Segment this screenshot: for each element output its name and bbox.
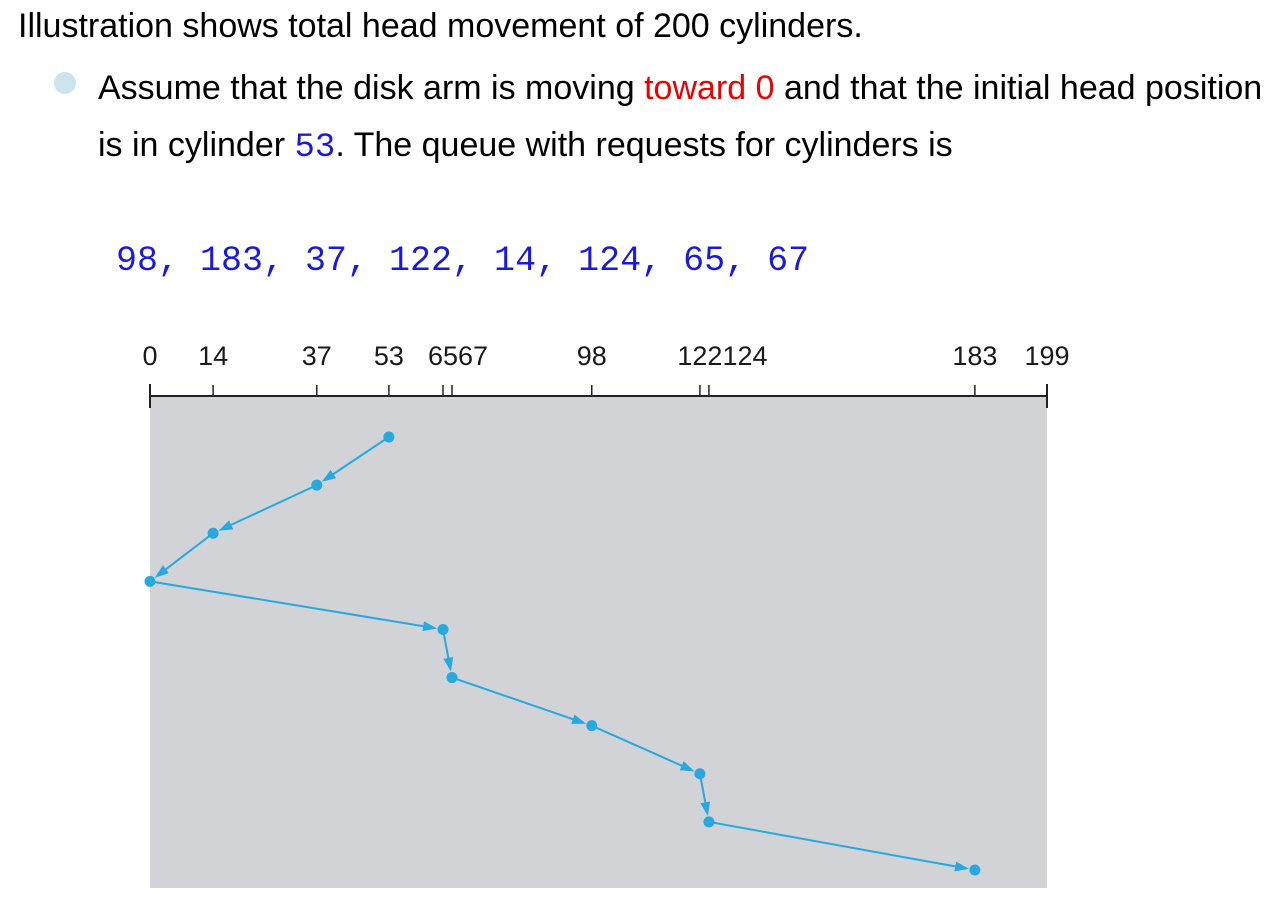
- bullet-text-part2: and that the initial head position is in…: [98, 69, 1263, 164]
- bullet-text-part3: . The queue with requests for cylinders …: [335, 126, 953, 164]
- head-position-124: [703, 816, 715, 828]
- path-segment-53-to-37: [321, 436, 390, 482]
- axis-ticks: [212, 385, 976, 396]
- tick-label-122: 122: [677, 341, 722, 371]
- tick-label-199: 199: [1024, 341, 1069, 371]
- bullet-text-part1: Assume that the disk arm is moving: [98, 69, 645, 107]
- tick-label-0: 0: [142, 341, 157, 371]
- path-segment-0-to-65: [149, 580, 438, 632]
- tick-label-98: 98: [577, 341, 607, 371]
- tick-label-37: 37: [302, 341, 332, 371]
- head-position-14: [207, 527, 219, 539]
- request-queue: 98, 183, 37, 122, 14, 124, 65, 67: [116, 241, 810, 281]
- head-position-53: [383, 431, 395, 443]
- tick-label-65: 65: [428, 341, 458, 371]
- direction-highlight: toward 0: [644, 69, 775, 107]
- bullet-point: Assume that the disk arm is moving towar…: [54, 60, 1274, 177]
- head-position-183: [969, 864, 981, 876]
- initial-cylinder: 53: [294, 129, 336, 167]
- path-segment-98-to-122: [591, 724, 695, 772]
- path-segment-14-to-0: [154, 532, 214, 578]
- head-position-65: [437, 623, 449, 635]
- path-segment-37-to-14: [218, 484, 318, 531]
- tick-label-67: 67: [458, 341, 488, 371]
- slide-heading: Illustration shows total head movement o…: [18, 7, 863, 45]
- path-segment-67-to-98: [451, 676, 587, 724]
- axis-tick-labels: 0 14 37 53 65 67 98 122 124 183 199: [142, 341, 1069, 371]
- path-segment-124-to-183: [708, 820, 969, 872]
- tick-label-183: 183: [952, 341, 997, 371]
- head-position-0: [144, 575, 156, 587]
- tick-label-14: 14: [198, 341, 228, 371]
- head-position-37: [311, 479, 323, 491]
- head-position-98: [586, 720, 598, 732]
- head-positions: [144, 431, 981, 876]
- chart-background: [150, 396, 1047, 888]
- bullet-dot-icon: [54, 72, 76, 94]
- bullet-text: Assume that the disk arm is moving towar…: [98, 60, 1274, 177]
- head-position-122: [694, 768, 706, 780]
- tick-label-124: 124: [722, 341, 767, 371]
- tick-label-53: 53: [374, 341, 404, 371]
- head-position-67: [446, 672, 458, 684]
